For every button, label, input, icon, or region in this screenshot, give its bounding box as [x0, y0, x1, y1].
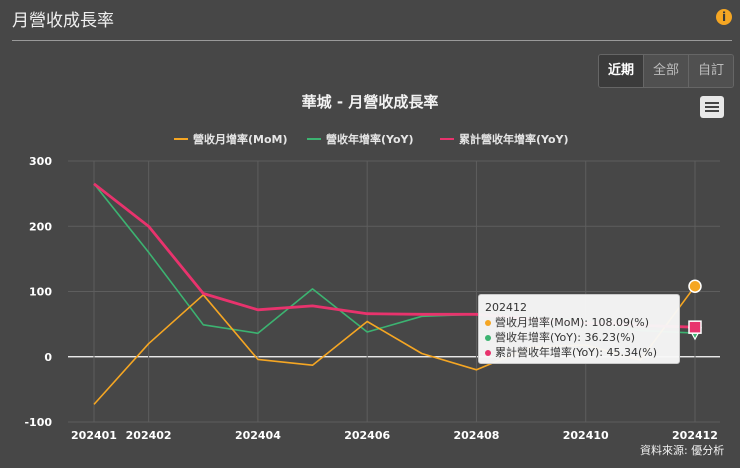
divider	[12, 40, 732, 41]
tooltip-row-cum-yoy: 累計營收年增率(YoY): 45.34(%)	[495, 346, 658, 359]
tooltip-title: 202412	[485, 301, 527, 314]
hamburger-menu-icon[interactable]	[700, 96, 724, 118]
tooltip-row-yoy: 營收年增率(YoY): 36.23(%)	[495, 331, 636, 344]
chart-tooltip: 202412 營收月增率(MoM): 108.09(%) 營收年增率(YoY):…	[478, 294, 680, 364]
range-button-group: 近期 全部 自訂	[598, 54, 734, 88]
x-tick-label: 202404	[235, 429, 281, 442]
x-tick-label: 202410	[563, 429, 609, 442]
y-tick-label: -100	[24, 416, 52, 429]
range-button-recent[interactable]: 近期	[599, 55, 644, 87]
tooltip-dot-cum-yoy	[485, 350, 491, 356]
x-tick-label: 202406	[344, 429, 390, 442]
x-axis-ticks: 202401 202402 202404 202406 202408 202410 2024…	[71, 429, 718, 442]
y-tick-label: 200	[29, 220, 52, 233]
legend-item[interactable]: 營收月增率(MoM)	[174, 132, 288, 146]
legend-label: 累計營收年增率(YoY)	[459, 132, 569, 146]
y-tick-label: 300	[29, 155, 52, 168]
chart-grid	[68, 160, 720, 423]
legend-item[interactable]: 營收年增率(YoY)	[307, 132, 414, 146]
chart-legend: 營收月增率(MoM) 營收年增率(YoY) 累計營收年增率(YoY)	[174, 132, 569, 146]
x-tick-label: 202412	[672, 429, 718, 442]
point-cum-yoy-last[interactable]	[688, 320, 702, 334]
page-title: 月營收成長率	[12, 11, 114, 31]
x-tick-label: 202402	[126, 429, 172, 442]
x-tick-label: 202408	[453, 429, 499, 442]
y-axis-ticks: 300 200 100 0 -100	[24, 155, 52, 429]
range-button-custom[interactable]: 自訂	[689, 55, 733, 87]
legend-item[interactable]: 累計營收年增率(YoY)	[440, 132, 569, 146]
tooltip-dot-yoy	[485, 335, 491, 341]
chart-title: 華城 - 月營收成長率	[302, 93, 439, 111]
y-tick-label: 0	[44, 351, 52, 364]
x-tick-label: 202401	[71, 429, 117, 442]
header: 月營收成長率 i	[0, 0, 740, 40]
tooltip-row-mom: 營收月增率(MoM): 108.09(%)	[495, 316, 650, 329]
legend-label: 營收年增率(YoY)	[326, 132, 414, 146]
range-button-all[interactable]: 全部	[644, 55, 689, 87]
legend-label: 營收月增率(MoM)	[193, 132, 288, 146]
data-source: 資料來源: 優分析	[640, 444, 725, 457]
y-tick-label: 100	[29, 286, 52, 299]
tooltip-dot-mom	[485, 320, 491, 326]
info-icon[interactable]: i	[716, 9, 732, 25]
point-mom-last[interactable]	[688, 279, 702, 293]
